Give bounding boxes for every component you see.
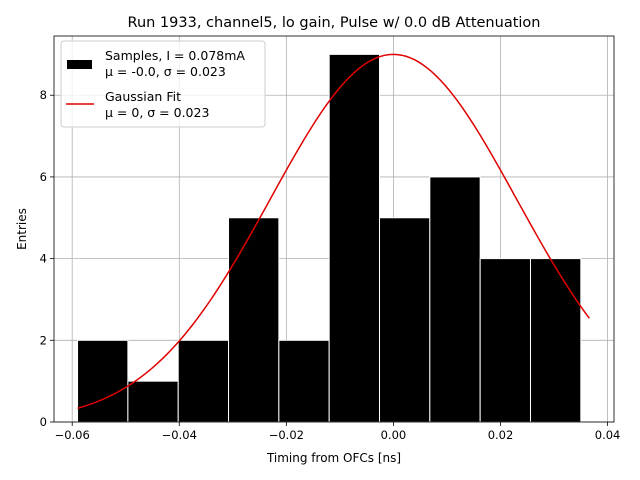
histogram-bars — [77, 53, 582, 423]
histogram-bar — [429, 176, 481, 423]
y-tick-label: 2 — [40, 333, 47, 347]
histogram-bar — [379, 217, 431, 423]
legend-samples-label: Samples, I = 0.078mA — [105, 48, 245, 63]
y-tick-label: 6 — [40, 170, 47, 184]
gaussian-fit-curve — [77, 53, 590, 410]
x-tick-label: −0.06 — [55, 428, 90, 442]
histogram-bar — [77, 339, 129, 423]
histogram-bar — [479, 258, 531, 423]
x-tick-label: 0.04 — [595, 428, 621, 442]
y-tick-label: 0 — [40, 415, 47, 429]
histogram-bar — [529, 258, 582, 423]
histogram-bar — [328, 53, 381, 423]
legend-fit-stats: μ = 0, σ = 0.023 — [105, 105, 209, 120]
y-tick-label: 8 — [40, 88, 47, 102]
y-tick-label: 4 — [40, 252, 47, 266]
y-axis-ticks: 0 2 4 6 8 — [40, 88, 54, 429]
legend-fit-label: Gaussian Fit — [105, 89, 181, 104]
x-axis-ticks: −0.06 −0.04 −0.02 0.00 0.02 0.04 — [55, 422, 621, 442]
x-tick-label: 0.02 — [488, 428, 514, 442]
legend-samples-stats: μ = -0.0, σ = 0.023 — [105, 64, 226, 79]
gaussian-fit — [77, 53, 590, 410]
legend-samples-swatch — [67, 60, 92, 69]
histogram-bar — [177, 339, 230, 423]
x-tick-label: −0.04 — [162, 428, 197, 442]
chart-title: Run 1933, channel5, lo gain, Pulse w/ 0.… — [128, 15, 541, 31]
y-axis-label: Entries — [15, 208, 29, 250]
x-tick-label: 0.00 — [381, 428, 407, 442]
histogram-bar — [278, 339, 330, 423]
legend-frame — [60, 40, 266, 128]
histogram-bar — [228, 217, 280, 423]
x-tick-label: −0.02 — [269, 428, 304, 442]
x-axis-label: Timing from OFCs [ns] — [266, 451, 401, 465]
histogram-bar — [127, 380, 179, 423]
plot-frame — [53, 35, 615, 423]
legend: Samples, I = 0.078mA μ = -0.0, σ = 0.023… — [60, 40, 266, 128]
